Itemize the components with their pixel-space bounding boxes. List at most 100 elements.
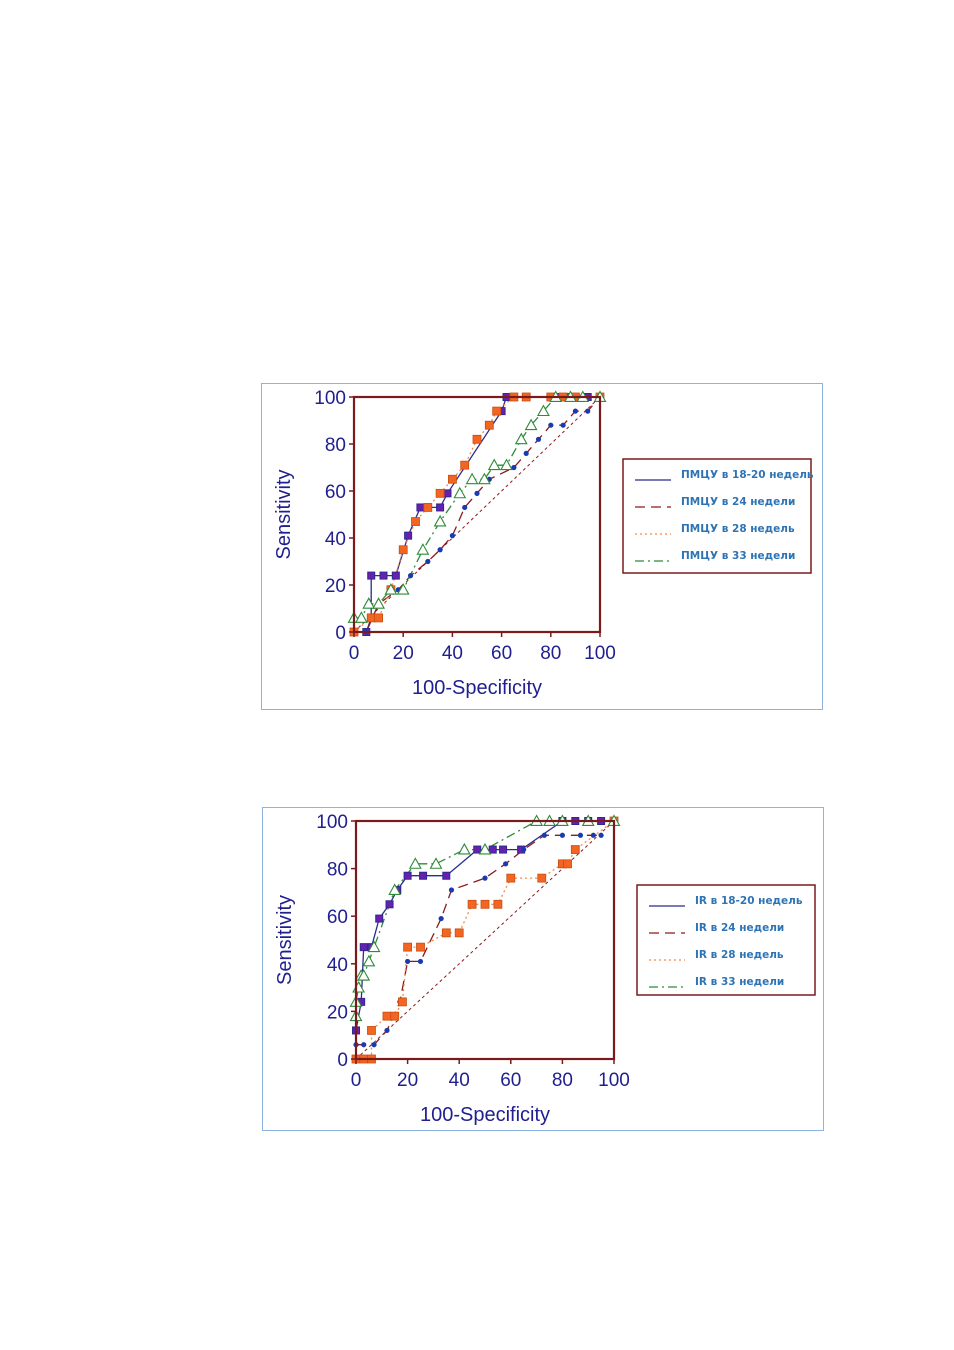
data-point-dot-13 <box>559 832 565 838</box>
y-tick-label: 80 <box>325 435 346 456</box>
x-tick-label: 40 <box>449 1070 470 1091</box>
data-point-square-9 <box>443 489 452 498</box>
data-point-dot-1 <box>361 1042 367 1048</box>
x-axis-title: 100-Specificity <box>420 1104 550 1126</box>
x-axis: 0 20 40 60 80 100 <box>349 632 616 664</box>
y-tick-label: 40 <box>325 529 346 550</box>
data-point-dot-12 <box>541 832 547 838</box>
roc-chart-panel-bottom: 0 20 40 60 80 100 0 20 40 60 80 100 100-Specificity S… <box>262 807 824 1131</box>
data-point-dot-5 <box>425 558 431 565</box>
legend-box <box>622 458 812 574</box>
y-axis: 0 20 40 60 80 100 <box>314 388 354 644</box>
data-point-dot-7 <box>438 915 444 922</box>
data-point-square-7 <box>416 503 425 512</box>
data-point-triangle-5 <box>396 583 410 595</box>
data-point-triangle-14 <box>524 418 538 431</box>
y-axis-title: Sensitivity <box>274 895 296 985</box>
data-point-square-6 <box>398 997 407 1007</box>
x-tick-label: 20 <box>397 1070 418 1091</box>
data-point-triangle-5 <box>362 954 376 967</box>
legend: ПМЦУ в 18-20 недель ПМЦУ в 24 недели ПМЦУ … <box>622 458 814 574</box>
data-point-square-10 <box>472 434 482 444</box>
data-point-triangle-13 <box>514 432 528 445</box>
data-point-dot-14 <box>548 422 554 428</box>
data-point-square-13 <box>499 845 508 854</box>
data-point-square-3 <box>359 943 368 952</box>
data-point-triangle-9 <box>429 857 443 869</box>
data-point-dot-16 <box>572 408 578 414</box>
data-point-triangle-7 <box>433 514 447 527</box>
data-point-triangle-11 <box>478 842 492 855</box>
data-point-square-3 <box>367 571 376 580</box>
x-tick-label: 60 <box>491 643 512 664</box>
roc-chart-panel-top: 0 20 40 60 80 100 0 20 40 60 80 100 100-Specificity S… <box>261 383 823 710</box>
data-point-square-10 <box>442 871 451 880</box>
data-point-triangle-6 <box>416 543 430 555</box>
legend-label-4: IR в 33 недели <box>695 976 784 988</box>
data-point-dot-11 <box>511 464 517 471</box>
x-tick-label: 20 <box>393 643 414 664</box>
data-point-square-13 <box>493 899 503 909</box>
data-point-triangle-7 <box>388 883 402 895</box>
data-point-triangle-15 <box>536 404 550 417</box>
y-tick-label: 0 <box>337 1050 348 1071</box>
data-point-triangle-3 <box>372 597 386 609</box>
data-point-triangle-12 <box>500 458 513 471</box>
data-point-dot-15 <box>560 422 566 428</box>
data-point-square-15 <box>537 873 547 883</box>
data-point-square-10 <box>454 928 464 938</box>
data-point-square-11 <box>467 899 477 909</box>
data-point-triangle-9 <box>465 472 479 485</box>
data-point-square-3 <box>367 1026 376 1035</box>
data-point-square-14 <box>506 873 516 883</box>
data-point-dot-15 <box>590 832 596 838</box>
data-point-dot-6 <box>437 547 443 553</box>
data-point-square-9 <box>441 928 451 938</box>
data-point-square-6 <box>385 900 394 909</box>
legend-label-3: ПМЦУ в 28 недель <box>681 523 795 535</box>
data-point-dot-14 <box>577 832 584 838</box>
data-point-square-2 <box>374 613 383 623</box>
legend-label-3: IR в 28 недель <box>695 949 784 961</box>
x-tick-label: 100 <box>598 1070 630 1091</box>
data-point-square-4 <box>398 545 408 555</box>
data-point-dot-10 <box>503 861 509 867</box>
y-axis: 0 20 40 60 80 100 <box>316 812 356 1071</box>
data-point-square-5 <box>375 914 384 923</box>
data-point-square-6 <box>423 503 433 512</box>
data-point-square-11 <box>484 420 494 430</box>
data-point-dot-9 <box>482 875 488 881</box>
data-point-square-5 <box>391 571 400 580</box>
data-point-dot-7 <box>449 533 455 539</box>
roc-chart-top: 0 20 40 60 80 100 0 20 40 60 80 100 100-Specificity S… <box>273 388 814 699</box>
roc-chart-bottom: 0 20 40 60 80 100 0 20 40 60 80 100 100-Specificity S… <box>274 812 816 1126</box>
plot-frame <box>354 819 616 1061</box>
data-point-dot-16 <box>598 832 604 838</box>
legend-label-2: IR в 24 недели <box>695 922 784 934</box>
data-point-square-7 <box>403 942 413 952</box>
data-point-square-6 <box>404 531 413 540</box>
data-point-square-1 <box>366 613 376 623</box>
data-point-dot-17 <box>585 408 591 414</box>
legend-label-1: ПМЦУ в 18-20 недель <box>681 469 814 481</box>
y-tick-label: 80 <box>327 860 348 881</box>
reference-diagonal <box>353 396 601 633</box>
x-axis-title: 100-Specificity <box>412 677 542 699</box>
x-tick-label: 80 <box>540 643 561 664</box>
legend-label-1: IR в 18-20 недель <box>695 895 803 907</box>
data-point-square-9 <box>460 460 470 470</box>
legend: IR в 18-20 недель IR в 24 недели IR в 28 н… <box>636 884 816 996</box>
reference-diagonal <box>355 820 615 1060</box>
data-point-dot-3 <box>384 1027 390 1034</box>
data-point-dot-8 <box>462 504 468 511</box>
y-tick-label: 100 <box>316 812 348 833</box>
data-point-triangle-2 <box>362 597 376 609</box>
data-point-triangle-6 <box>367 940 381 953</box>
data-point-square-5 <box>390 1011 400 1021</box>
x-tick-label: 40 <box>442 643 463 664</box>
data-point-dot-9 <box>474 490 480 496</box>
data-point-square-8 <box>436 503 445 512</box>
x-tick-label: 80 <box>552 1070 573 1091</box>
data-point-square-11 <box>473 845 482 854</box>
data-point-dot-11 <box>521 846 527 853</box>
